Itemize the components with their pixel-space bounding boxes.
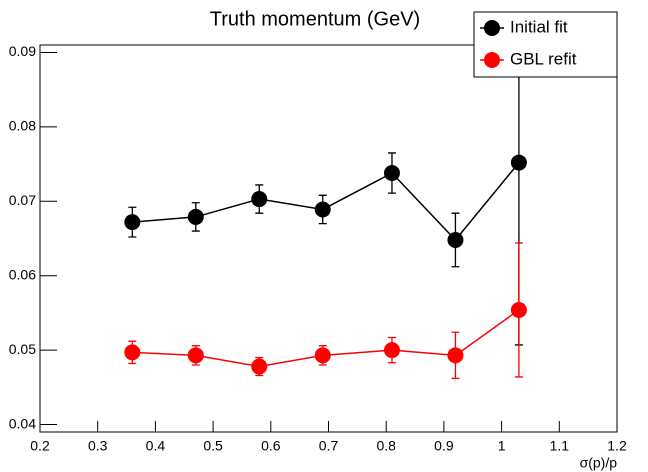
- y-tick-label: 0.07: [9, 192, 36, 208]
- marker: [510, 301, 527, 318]
- marker: [447, 231, 464, 248]
- x-tick-label: 0.6: [261, 438, 281, 454]
- x-tick-label: 0.8: [376, 438, 396, 454]
- x-tick-label: 0.9: [434, 438, 454, 454]
- y-tick-label: 0.04: [9, 415, 36, 431]
- marker: [124, 344, 141, 361]
- y-tick-label: 0.09: [9, 43, 36, 59]
- series-line: [132, 162, 520, 242]
- marker: [251, 358, 268, 375]
- x-axis-label: σ(p)/p: [580, 455, 618, 471]
- x-tick-label: 1.2: [607, 438, 627, 454]
- marker: [314, 347, 331, 364]
- x-tick-label: 0.2: [30, 438, 50, 454]
- marker: [447, 347, 464, 364]
- y-tick-label: 0.06: [9, 266, 36, 282]
- marker: [383, 342, 400, 359]
- x-tick-label: 1.1: [550, 438, 570, 454]
- x-tick-label: 0.5: [203, 438, 223, 454]
- legend-label: GBL refit: [510, 49, 577, 68]
- x-tick-label: 0.3: [88, 438, 108, 454]
- marker: [251, 191, 268, 208]
- marker: [383, 165, 400, 182]
- y-tick-label: 0.08: [9, 118, 36, 134]
- x-tick-label: 0.7: [319, 438, 339, 454]
- x-tick-label: 1: [498, 438, 506, 454]
- marker: [314, 201, 331, 218]
- plot-frame: [39, 44, 618, 433]
- legend-label: Initial fit: [510, 17, 568, 36]
- x-tick-label: 0.4: [146, 438, 166, 454]
- marker: [510, 154, 527, 171]
- plot-area: [124, 45, 527, 380]
- marker: [187, 208, 204, 225]
- marker: [124, 214, 141, 231]
- y-tick-label: 0.05: [9, 341, 36, 357]
- marker: [187, 347, 204, 364]
- chart-title: Truth momentum (GeV): [210, 8, 420, 30]
